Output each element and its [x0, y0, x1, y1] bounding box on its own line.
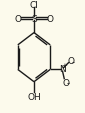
Text: +: + [62, 63, 67, 69]
Text: N: N [59, 64, 65, 73]
Text: Cl: Cl [30, 1, 38, 9]
Text: S: S [31, 14, 37, 23]
Text: -: - [67, 78, 70, 87]
Text: O: O [15, 14, 22, 23]
Text: O: O [67, 56, 75, 65]
Text: O: O [62, 78, 69, 87]
Text: OH: OH [27, 92, 41, 101]
Text: -: - [72, 58, 75, 67]
Text: O: O [46, 14, 53, 23]
